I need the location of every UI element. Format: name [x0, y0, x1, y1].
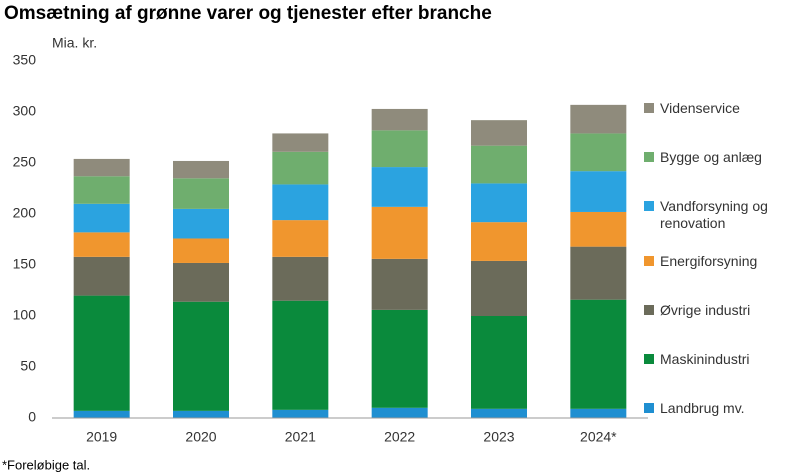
bar-segment — [173, 238, 229, 263]
y-tick-label: 200 — [13, 205, 37, 221]
legend-swatch — [644, 403, 654, 413]
bar-segment — [272, 133, 329, 152]
legend-label: Videnservice — [660, 100, 740, 116]
bar-segment — [272, 409, 329, 418]
legend-label: Vandforsyning og renovation — [660, 198, 768, 231]
x-tick-label: 2019 — [86, 429, 117, 445]
bar-segment — [73, 295, 130, 411]
legend-label: Øvrige industri — [660, 302, 751, 318]
bar-segment — [173, 208, 229, 239]
bar-segment — [471, 260, 527, 316]
bar-segment — [173, 160, 229, 179]
bar-segment — [471, 222, 527, 261]
bar-segment — [371, 309, 428, 408]
legend-entry: Bygge og anlæg — [644, 149, 795, 166]
bar-segment — [371, 206, 428, 259]
y-tick-label: 250 — [13, 154, 37, 170]
legend-entry: Maskinindustri — [644, 351, 795, 368]
footnote: *Foreløbige tal. — [2, 457, 90, 472]
bar-segment — [272, 220, 329, 257]
bar-segment — [272, 256, 329, 301]
bar-segment — [73, 203, 130, 233]
x-tick-label: 2023 — [483, 429, 514, 445]
bar-segment — [471, 408, 527, 418]
legend-label: Bygge og anlæg — [660, 149, 762, 165]
bar-segment — [272, 300, 329, 410]
bar-segment — [371, 108, 428, 131]
legend-swatch — [644, 305, 654, 315]
bar-segment — [73, 158, 130, 177]
bar-segment — [570, 171, 627, 212]
bar-segment — [570, 408, 627, 418]
y-tick-label: 0 — [28, 409, 36, 425]
legend-swatch — [644, 201, 654, 211]
bar-segment — [570, 299, 627, 409]
legend-label: Maskinindustri — [660, 351, 750, 367]
bar-segment — [471, 183, 527, 223]
x-tick-label: 2022 — [384, 429, 415, 445]
legend-entry: Øvrige industri — [644, 302, 795, 319]
bar-segment — [272, 184, 329, 221]
bar-segment — [371, 130, 428, 168]
bar-segment — [173, 410, 229, 418]
legend-swatch — [644, 103, 654, 113]
bar-segment — [471, 120, 527, 146]
x-tick-label: 2021 — [285, 429, 316, 445]
bar-segment — [471, 316, 527, 409]
legend-swatch — [644, 256, 654, 266]
bar-segment — [73, 232, 130, 257]
bar-segment — [173, 178, 229, 209]
y-tick-label: 300 — [13, 103, 37, 119]
bar-segment — [371, 407, 428, 418]
y-tick-label: 350 — [13, 52, 37, 68]
x-tick-label: 2024* — [580, 429, 617, 445]
bar-segment — [272, 151, 329, 185]
bar-segment — [570, 211, 627, 247]
bar-segment — [570, 246, 627, 300]
legend-swatch — [644, 354, 654, 364]
y-axis-label: Mia. kr. — [52, 35, 97, 51]
bar-segment — [173, 262, 229, 302]
legend-entry: Landbrug mv. — [644, 400, 795, 417]
bar-segment — [371, 167, 428, 207]
bar-segment — [570, 104, 627, 134]
y-tick-label: 50 — [20, 358, 36, 374]
bar-segment — [73, 256, 130, 296]
bar-segment — [173, 301, 229, 411]
legend-label: Energiforsyning — [660, 253, 758, 269]
chart-title: Omsætning af grønne varer og tjenester e… — [4, 3, 492, 24]
legend-swatch — [644, 152, 654, 162]
y-tick-label: 150 — [13, 256, 37, 272]
bar-segment — [570, 133, 627, 172]
bar-segment — [371, 258, 428, 310]
legend-entry: Videnservice — [644, 100, 795, 117]
bar-segment — [73, 176, 130, 204]
bar-segment — [471, 145, 527, 184]
bar-segment — [73, 410, 130, 418]
y-tick-label: 100 — [13, 307, 37, 323]
x-tick-label: 2020 — [185, 429, 216, 445]
legend-entry: Vandforsyning og renovation — [644, 198, 795, 232]
legend-label: Landbrug mv. — [660, 400, 745, 416]
legend-entry: Energiforsyning — [644, 253, 795, 270]
